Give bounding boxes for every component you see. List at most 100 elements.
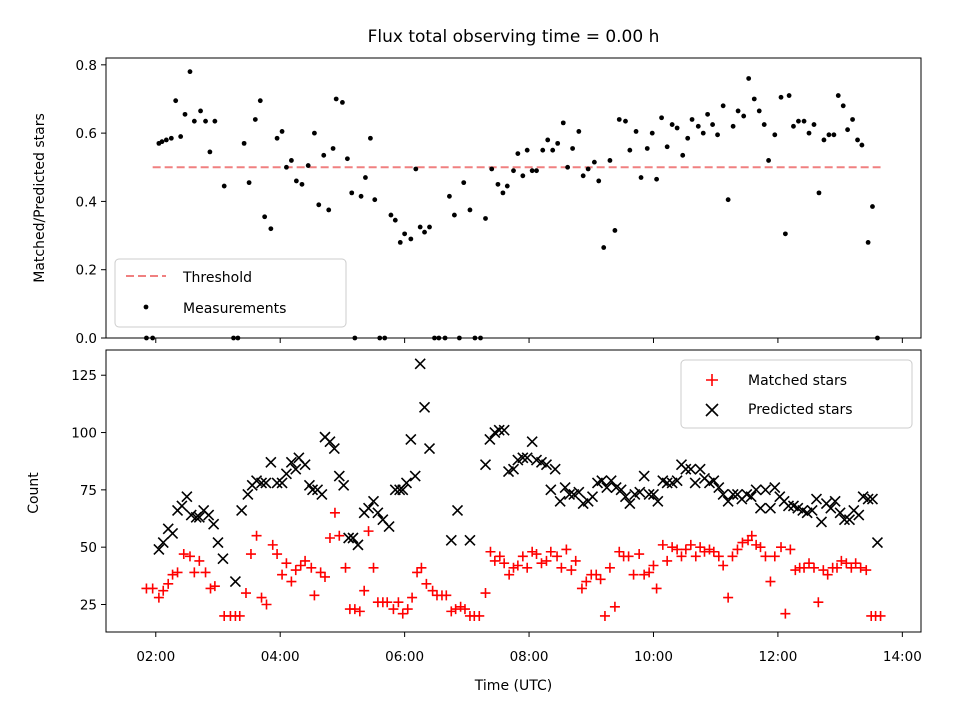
matched-star-point	[832, 562, 843, 573]
measurement-point	[504, 183, 510, 189]
predicted-star-point	[671, 475, 683, 487]
measurement-point	[427, 224, 432, 230]
matched-star-point	[850, 558, 861, 569]
predicted-star-point	[167, 527, 179, 539]
predicted-star-point	[596, 475, 608, 487]
matched-star-point	[527, 546, 538, 557]
matched-star-point	[359, 585, 370, 596]
measurement-point	[368, 135, 373, 141]
matched-star-point	[324, 533, 335, 543]
measurement-point	[187, 69, 193, 75]
measurement-point	[761, 122, 767, 127]
measurement-point	[659, 115, 664, 121]
matched-star-point	[517, 551, 528, 562]
matched-star-point	[570, 555, 581, 566]
matched-star-point	[508, 562, 519, 573]
matched-star-point	[813, 597, 824, 608]
matched-star-point	[790, 565, 801, 576]
matched-star-point	[644, 567, 655, 578]
matched-star-point	[205, 583, 216, 594]
matched-star-point	[189, 567, 200, 578]
measurement-point	[654, 176, 659, 182]
measurement-point	[845, 127, 850, 133]
matched-star-point	[412, 567, 423, 578]
measurement-point	[168, 135, 174, 141]
measurement-point	[321, 152, 327, 158]
predicted-star-point	[815, 516, 828, 528]
measurement-point	[545, 137, 551, 143]
matched-star-point	[349, 604, 360, 615]
predicted-star-point	[624, 498, 636, 510]
predicted-star-point	[573, 486, 585, 498]
matched-star-point	[755, 542, 766, 553]
matched-star-point	[545, 546, 556, 557]
matched-star-point	[785, 544, 796, 555]
measurement-point	[735, 108, 741, 114]
predicted-star-point	[255, 477, 268, 489]
measurement-point	[408, 236, 414, 242]
top-y-ticks: 0.0 0.2 0.4 0.6 0.8	[76, 58, 106, 347]
matched-star-point	[402, 604, 413, 615]
measurement-point	[417, 224, 423, 230]
predicted-star-point	[853, 509, 865, 521]
bottom-x-tick-label: 10:00	[634, 649, 673, 665]
predicted-star-point	[727, 488, 739, 501]
predicted-star-point	[634, 486, 646, 498]
bottom-y-tick-label: 125	[71, 368, 97, 384]
measurement-point	[274, 135, 280, 141]
matched-star-point	[522, 562, 533, 573]
measurement-point	[689, 117, 695, 122]
measurement-point	[279, 129, 285, 134]
measurement-point	[305, 163, 311, 168]
measurement-point	[550, 147, 556, 153]
predicted-star-point	[367, 495, 380, 507]
predicted-star-point	[409, 470, 421, 482]
matched-star-point	[153, 592, 164, 603]
matched-star-point	[167, 569, 178, 580]
predicted-star-point	[260, 477, 272, 489]
matched-star-point	[459, 604, 470, 615]
matched-star-point	[455, 601, 466, 612]
matched-star-point	[628, 569, 639, 580]
matched-star-point	[446, 606, 457, 617]
measurement-point	[725, 197, 731, 203]
measurement-point	[801, 118, 807, 124]
matched-star-point	[556, 562, 567, 573]
predicted-star-point	[708, 475, 720, 487]
predicted-star-point	[362, 502, 375, 514]
predicted-star-point	[423, 443, 436, 455]
predicted-star-point	[236, 504, 248, 517]
measurement-point	[664, 144, 670, 150]
measurement-point	[638, 175, 644, 180]
measurement-point	[840, 103, 846, 109]
predicted-stars-layer	[153, 358, 884, 588]
predicted-star-point	[782, 500, 795, 512]
measurement-point	[372, 197, 378, 203]
top-legend-box	[114, 258, 347, 328]
measurement-point	[730, 123, 736, 129]
predicted-star-point	[208, 518, 220, 530]
matched-stars-legend-label: Matched stars	[748, 373, 847, 389]
measurement-point	[358, 193, 364, 199]
matched-star-point	[300, 555, 311, 566]
predicted-star-point	[843, 514, 856, 526]
matched-star-point	[751, 539, 762, 550]
measurement-point	[312, 130, 317, 136]
predicted-star-point	[203, 509, 215, 521]
measurement-point	[607, 158, 613, 163]
measurement-point	[786, 93, 792, 98]
measurement-point	[669, 122, 675, 127]
matched-star-point	[760, 551, 771, 562]
predicted-star-point	[464, 534, 476, 546]
measurement-point	[340, 99, 345, 105]
matched-star-point	[541, 555, 552, 566]
matched-star-point	[245, 549, 256, 560]
predicted-stars-legend-swatch	[705, 403, 719, 417]
measurement-point	[835, 93, 841, 98]
measurement-point	[674, 125, 680, 131]
predicted-star-point	[347, 532, 359, 544]
predicted-star-point	[338, 479, 350, 491]
predicted-star-point	[871, 537, 884, 549]
matched-star-point	[480, 588, 491, 599]
measurement-point	[330, 146, 336, 151]
